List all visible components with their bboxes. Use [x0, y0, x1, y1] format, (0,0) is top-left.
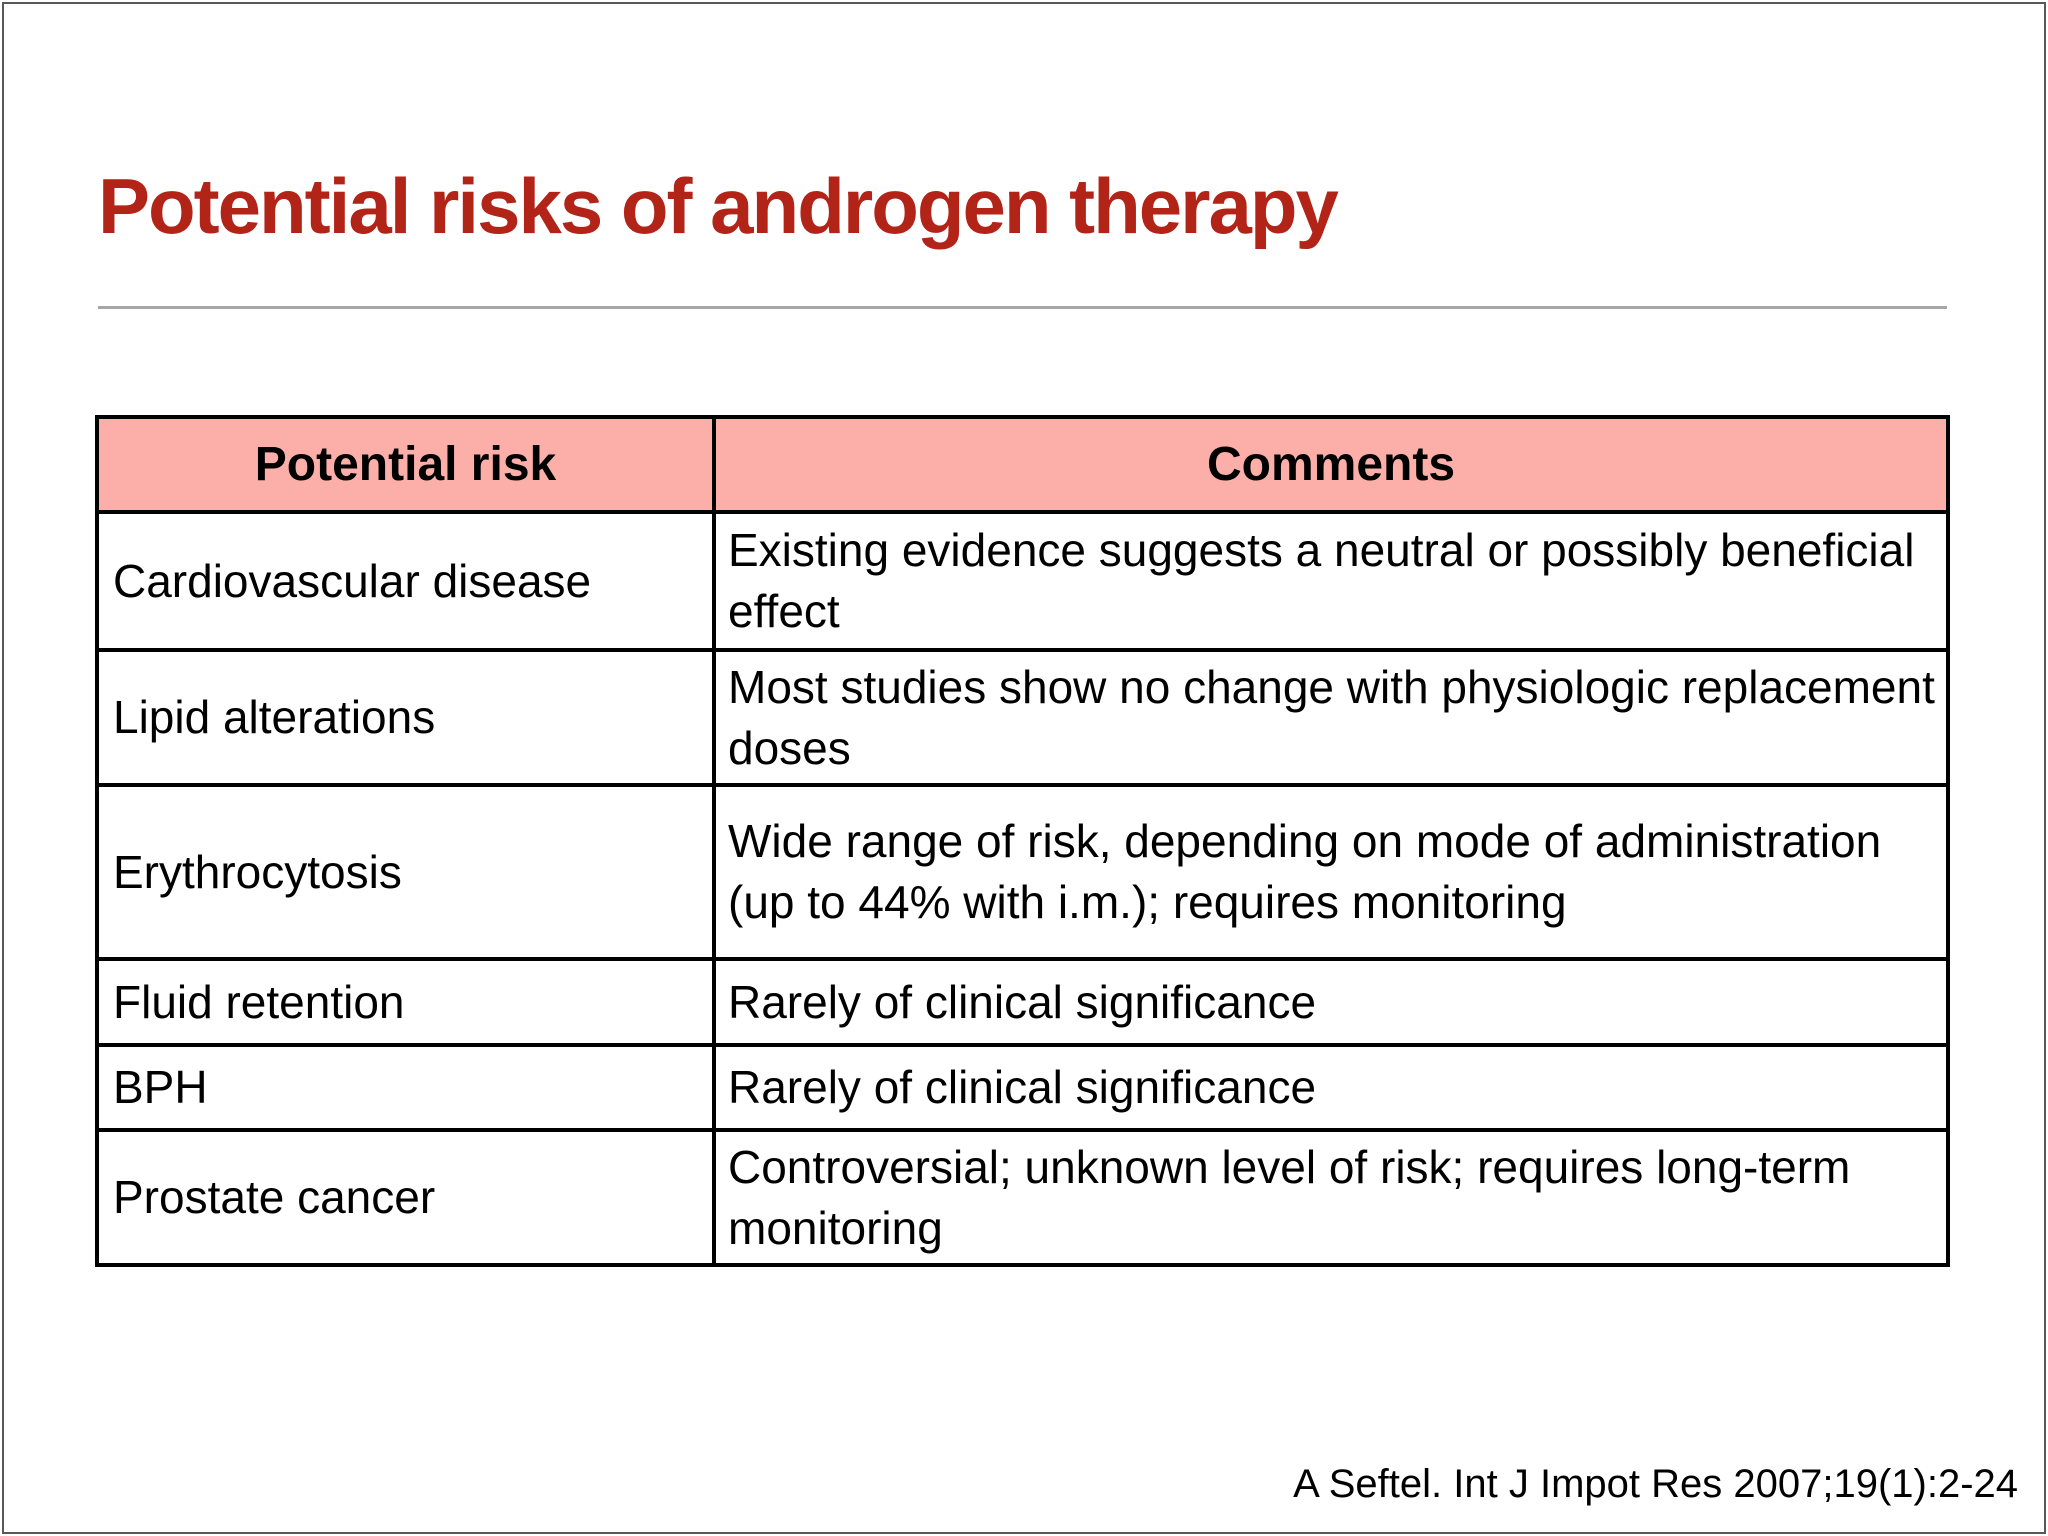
title-divider-rule — [98, 306, 1947, 309]
column-header-comments: Comments — [712, 415, 1950, 514]
comment-cell: Most studies show no change with physiol… — [712, 648, 1950, 787]
column-header-potential-risk: Potential risk — [95, 415, 716, 514]
table-row: Fluid retention Rarely of clinical signi… — [95, 957, 1950, 1047]
risk-cell: Erythrocytosis — [95, 783, 716, 961]
risk-cell: Lipid alterations — [95, 648, 716, 787]
slide-title: Potential risks of androgen therapy — [98, 162, 1339, 250]
table-row: Cardiovascular disease Existing evidence… — [95, 510, 1950, 652]
risk-cell: Cardiovascular disease — [95, 510, 716, 652]
risk-cell: Prostate cancer — [95, 1128, 716, 1267]
table-row: BPH Rarely of clinical significance — [95, 1043, 1950, 1132]
table-header-row: Potential risk Comments — [95, 415, 1950, 514]
source-citation: A Seftel. Int J Impot Res 2007;19(1):2-2… — [1293, 1462, 2018, 1506]
table-row: Erythrocytosis Wide range of risk, depen… — [95, 783, 1950, 961]
comment-cell: Rarely of clinical significance — [712, 1043, 1950, 1132]
table-row: Prostate cancer Controversial; unknown l… — [95, 1128, 1950, 1267]
comment-cell: Rarely of clinical significance — [712, 957, 1950, 1047]
comment-cell: Wide range of risk, depending on mode of… — [712, 783, 1950, 961]
risk-cell: Fluid retention — [95, 957, 716, 1047]
risks-table: Potential risk Comments Cardiovascular d… — [95, 415, 1950, 1267]
comment-cell: Existing evidence suggests a neutral or … — [712, 510, 1950, 652]
risk-cell: BPH — [95, 1043, 716, 1132]
comment-cell: Controversial; unknown level of risk; re… — [712, 1128, 1950, 1267]
table-row: Lipid alterations Most studies show no c… — [95, 648, 1950, 787]
